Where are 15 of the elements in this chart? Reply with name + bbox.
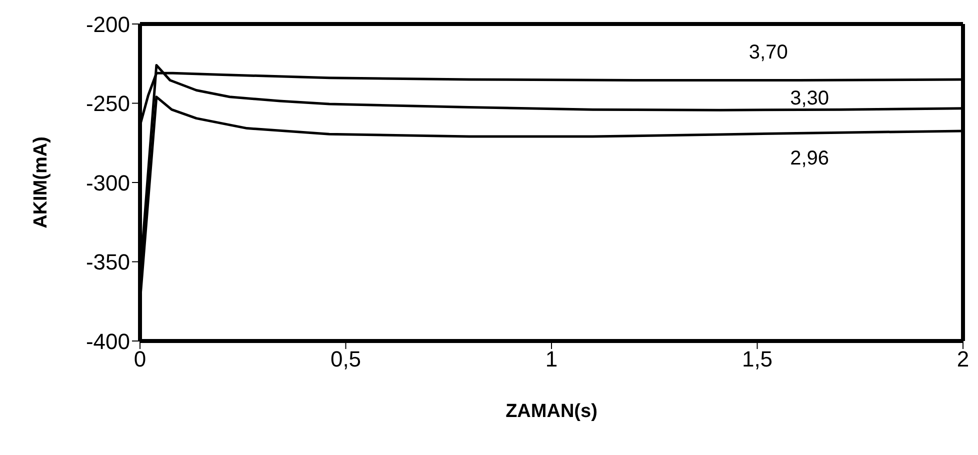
x-tick-label: 2	[956, 346, 970, 372]
y-tick-label: -200	[86, 12, 130, 37]
y-tick-label: -350	[86, 250, 130, 275]
x-tick-label: 0,5	[330, 346, 362, 372]
y-tick-label: -400	[86, 328, 130, 354]
series-label: 2,96	[790, 148, 830, 170]
x-axis-title: ZAMAN(s)	[506, 401, 598, 422]
x-tick-label: 1	[545, 346, 558, 372]
series-label: 3,30	[790, 88, 830, 110]
y-tick-label: -250	[86, 91, 130, 116]
y-axis-title: AKIM(mA)	[30, 136, 52, 228]
x-tick-label: 0	[134, 346, 146, 372]
y-tick-label: -300	[86, 170, 130, 196]
x-tick-label: 1,5	[742, 346, 773, 372]
series-label: 3,70	[748, 41, 788, 64]
